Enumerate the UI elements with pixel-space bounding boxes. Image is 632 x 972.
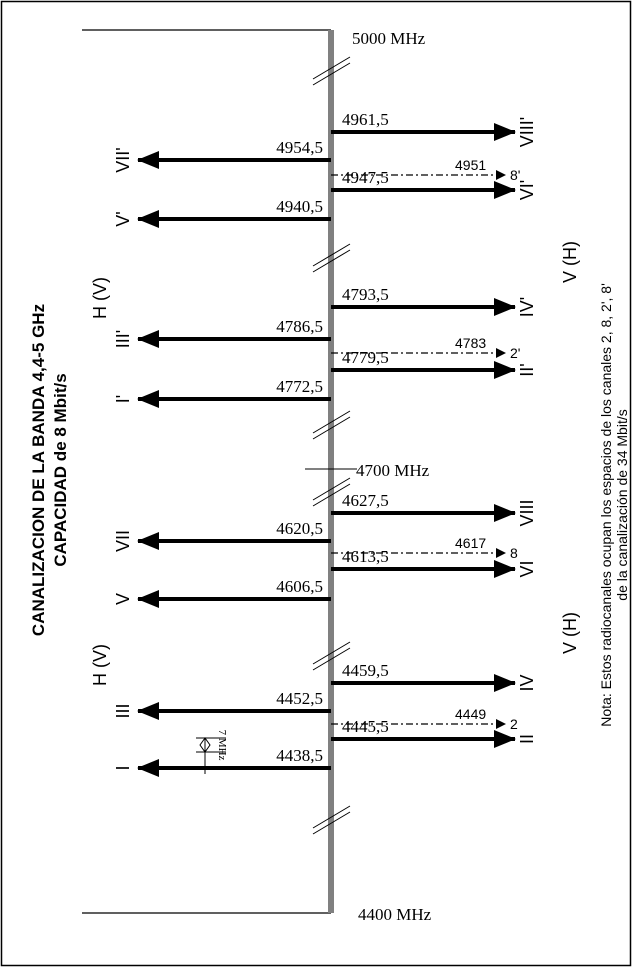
channel-label: V (113, 593, 133, 605)
frequency-label: 4779,5 (342, 348, 389, 367)
channel-label: VII (113, 530, 133, 552)
freq-mark-middle: 4700 MHz (356, 461, 430, 480)
frequency-label: 4772,5 (276, 377, 323, 396)
channel-8p: 4951 8' (331, 157, 520, 183)
frequency-label: 4627,5 (342, 491, 389, 510)
channel-label: 8 (510, 545, 518, 561)
channel-label: 2' (510, 345, 520, 361)
polarization-left-upper: H (V) (90, 277, 110, 319)
channel-label: II (517, 734, 537, 744)
spacing-indicator: 7 MHz (196, 730, 228, 774)
channel-ip: 4772,5 I' (113, 377, 331, 408)
frequency-label: 4951 (455, 157, 486, 173)
channel-label: VIII' (517, 117, 537, 147)
channel-v: 4606,5 V (113, 577, 331, 608)
channel-label: I' (113, 395, 133, 403)
channel-iv: 4459,5 IV (331, 661, 537, 692)
axis-break-2 (312, 243, 351, 273)
channel-label: II' (517, 363, 537, 376)
axis-break-1 (312, 56, 351, 86)
frequency-label: 4620,5 (276, 519, 323, 538)
spacing-diamond (199, 737, 211, 753)
channel-viii: 4627,5 VIII (331, 491, 537, 527)
channel-viip: 4954,5 VII' (113, 138, 331, 173)
channel-2: 4449 2 (331, 706, 518, 732)
channel-iiip: 4786,5 III' (113, 317, 331, 348)
frequency-label: 4613,5 (342, 547, 389, 566)
channel-2p: 4783 2' (331, 335, 520, 361)
channel-viiip: 4961,5 VIII' (331, 110, 537, 147)
diagram-title-line1: CANALIZACION DE LA BANDA 4,4-5 GHz (29, 304, 48, 636)
frequency-label: 4954,5 (276, 138, 323, 157)
frequency-label: 4793,5 (342, 285, 389, 304)
frequency-label: 4452,5 (276, 689, 323, 708)
channel-vi: 4613,5 VI (331, 547, 537, 578)
channel-ii: 4445,5 II (331, 717, 537, 748)
channel-label: VIII (517, 499, 537, 526)
axis-break-marks (312, 56, 351, 835)
channel-label: VII' (113, 147, 133, 172)
channel-label: IV (517, 674, 537, 691)
channel-vii: 4620,5 VII (113, 519, 331, 552)
channel-label: VI (517, 560, 537, 577)
note-line1: Nota: Estos radiocanales ocupan los espa… (598, 283, 614, 727)
frequency-label: 4617 (455, 535, 486, 551)
channel-vp: 4940,5 V' (113, 197, 331, 228)
axis-break-5 (312, 641, 351, 671)
channel-8: 4617 8 (331, 535, 518, 561)
channel-i: 4438,5 I (113, 746, 331, 777)
channel-label: VI' (517, 180, 537, 200)
frequency-label: 4786,5 (276, 317, 323, 336)
channel-label: 8' (510, 167, 520, 183)
note-line2: de la canalización de 34 Mbit/s (614, 409, 630, 600)
channel-iip: 4779,5 II' (331, 348, 537, 379)
frequency-label: 4438,5 (276, 746, 323, 765)
axis-break-4 (312, 477, 351, 507)
channel-label: V' (113, 211, 133, 226)
channel-label: 2 (510, 716, 518, 732)
frequency-label: 4449 (455, 706, 486, 722)
frequency-label: 4947,5 (342, 168, 389, 187)
channel-label: I (113, 765, 133, 770)
axis-break-6 (312, 805, 351, 835)
polarization-left-lower: H (V) (90, 644, 110, 686)
frequency-label: 4445,5 (342, 717, 389, 736)
diagram-title-line2: CAPACIDAD de 8 Mbit/s (51, 373, 70, 566)
frequency-label: 4961,5 (342, 110, 389, 129)
axis-break-3 (312, 410, 351, 440)
freq-mark-bottom: 4400 MHz (358, 905, 432, 924)
channel-label: IV' (517, 297, 537, 317)
polarization-right-upper: V (H) (560, 241, 580, 283)
channel-ivp: 4793,5 IV' (331, 285, 537, 317)
polarization-right-lower: V (H) (560, 612, 580, 654)
channel-label: III' (113, 330, 133, 348)
channel-label: III (113, 703, 133, 718)
frequency-label: 4459,5 (342, 661, 389, 680)
frequency-label: 4783 (455, 335, 486, 351)
frequency-label: 4940,5 (276, 197, 323, 216)
frequency-label: 4606,5 (276, 577, 323, 596)
channel-vip: 4947,5 VI' (331, 168, 537, 200)
freq-mark-top: 5000 MHz (352, 29, 426, 48)
channel-iii: 4452,5 III (113, 689, 331, 720)
spacing-label: 7 MHz (216, 730, 228, 761)
